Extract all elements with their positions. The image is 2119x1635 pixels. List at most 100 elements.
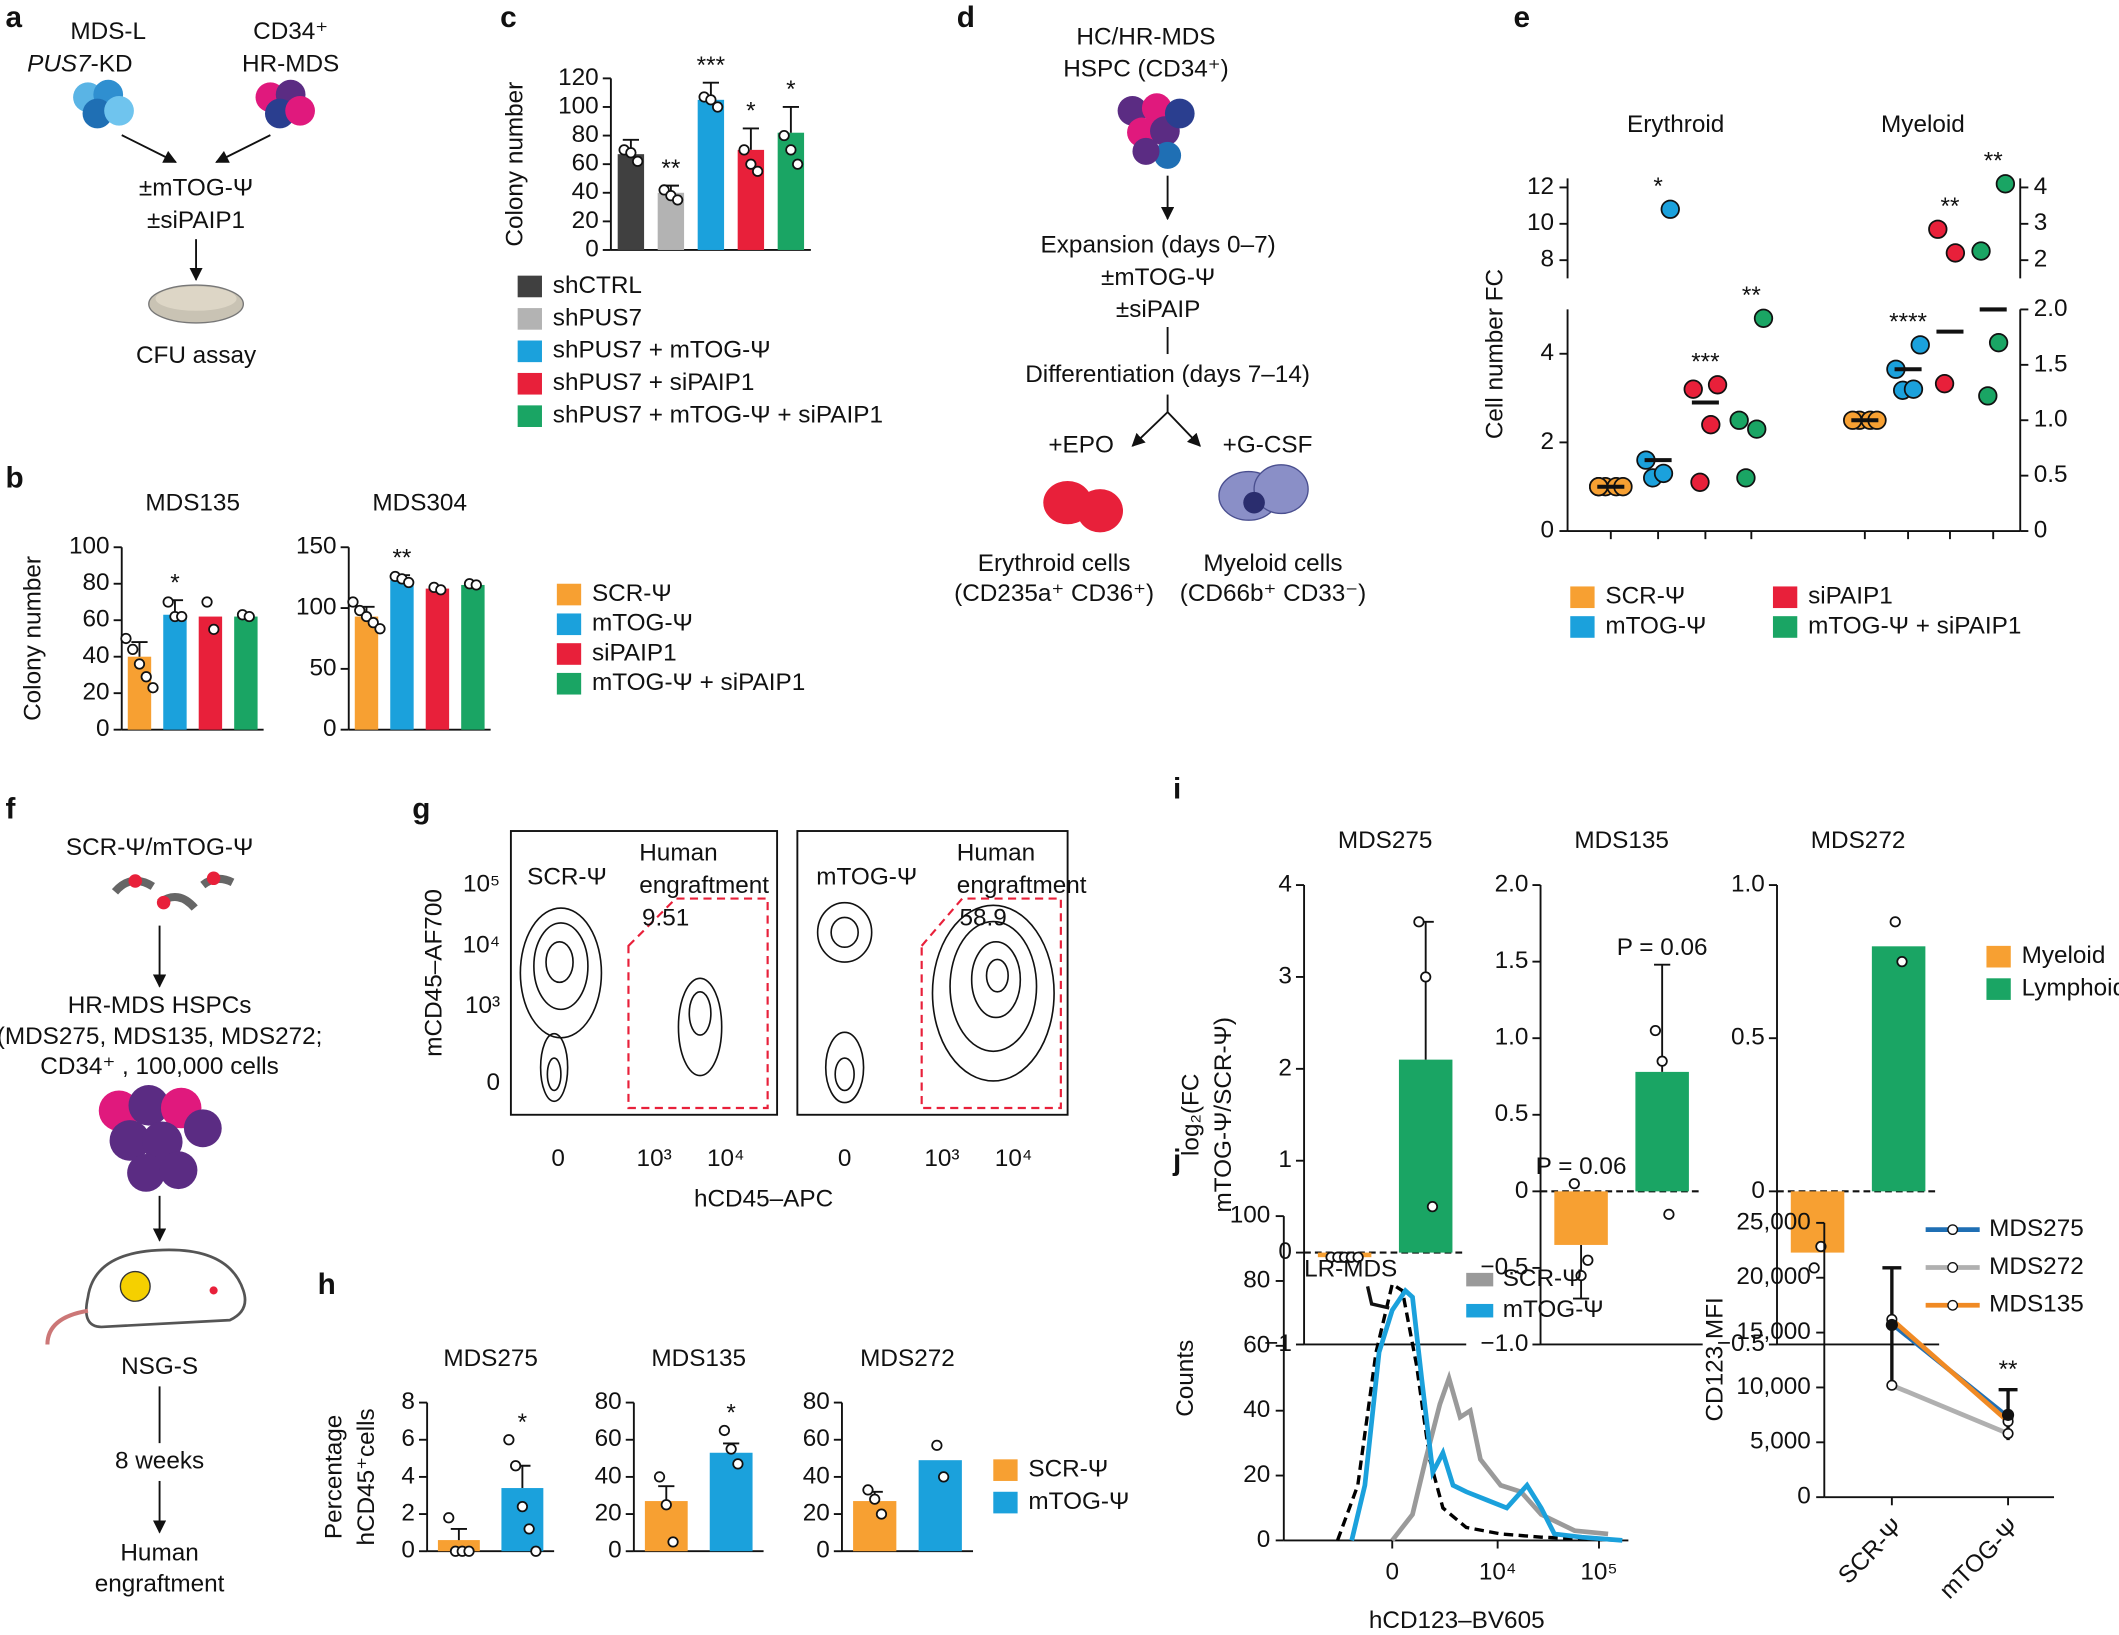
legend-label: SCR-Ψ [592,580,672,607]
data-point [1582,1254,1594,1266]
gate-label: engraftment [957,872,1087,899]
data-point [403,576,415,589]
data-point [367,617,379,629]
data-point [201,596,213,608]
chart-title: MDS272 [1811,827,1906,854]
annotation: P = 0.06 [1536,1153,1627,1180]
x-tick-label: SCR-Ψ [1833,1514,1908,1589]
data-point [1690,472,1710,492]
label: -KD [91,50,133,77]
y-tick-label: 40 [803,1462,830,1489]
y-tick-label: 12 [1527,173,1554,200]
y-tick-label: 6 [401,1425,415,1452]
annotation: *** [1691,349,1720,376]
legend-label: SCR-Ψ [1028,1456,1108,1483]
legend-label: siPAIP1 [592,639,677,666]
bar [1398,1059,1453,1253]
data-point [792,158,804,170]
y-tick-label: −1 [1264,1330,1292,1357]
y-tick-label: 60 [1243,1331,1270,1358]
y-tick-label: 40 [572,178,599,205]
y-axis-label: Counts [1172,1340,1199,1417]
y-axis-label: CD123 MFI [1702,1297,1729,1421]
annotation: ** [1999,1356,2018,1383]
label: Human [120,1539,198,1566]
annotation: ** [1984,148,2003,175]
y-tick-label: 40 [595,1462,622,1489]
y-tick-label: 1.0 [1731,870,1765,897]
tick-label: 10³ [465,992,500,1019]
legend-label: mTOG-Ψ [592,610,693,637]
data-point [625,147,637,159]
series-line [1890,1383,2009,1436]
data-point [1971,241,1991,261]
annotation: * [746,98,756,125]
data-point [1747,419,1767,439]
gate-percent: 58.9 [960,904,1007,931]
legend-label: shPUS7 + siPAIP1 [553,369,755,396]
data-point [1413,916,1425,928]
tick-label: 10⁴ [463,931,501,958]
bar [354,616,379,730]
annotation: ** [1742,282,1761,309]
error-bar [782,106,799,133]
group-label: Erythroid [1627,111,1724,138]
cells-icon [73,79,315,129]
data-point [347,596,359,608]
data-point [516,1501,528,1513]
label: MDS-L [70,18,146,45]
label: (MDS275, MDS135, MDS272; [0,1023,322,1050]
data-point [1656,1055,1668,1067]
data-point [530,1545,542,1557]
bar [390,580,414,730]
mouse-icon [45,1248,247,1345]
y-axis-label: log₂(FC [1177,1074,1204,1156]
data-point [1928,219,1948,239]
chart-title: MDS304 [372,489,467,516]
data-point [1352,1251,1364,1263]
legend-label: SCR-Ψ [1605,583,1685,610]
bar [461,584,485,730]
label: PUS7 [27,50,92,77]
error-bar [742,127,759,150]
data-point [725,1443,737,1455]
gate [627,897,769,1110]
legend-swatch [556,643,582,665]
y-tick-label: 0 [401,1537,415,1564]
y-axis-label: Colony number [502,82,529,247]
legend-swatch [1466,1303,1494,1318]
label: (CD235a⁺ CD36⁺) [954,580,1154,607]
data-point [1707,375,1728,395]
panel-label: c [500,1,517,34]
data-point [360,610,373,623]
data-point [147,682,159,694]
legend-swatch [517,340,542,363]
data-point [120,632,132,645]
arrow [1166,411,1201,447]
tick-label: 10⁵ [463,870,500,897]
y-tick-label: 8 [401,1388,415,1415]
label: Myeloid cells [1203,550,1342,577]
bar [501,1488,544,1552]
contours [519,901,1055,1104]
y-tick-label: 20 [595,1499,622,1526]
y-tick-label: 1.5 [1495,947,1529,974]
legend-label: MDS135 [1989,1291,2084,1318]
x-tick-label: 10⁴ [1479,1558,1517,1585]
legend-label: mTOG-Ψ + siPAIP1 [592,669,805,696]
annotation: * [170,569,180,596]
data-point [208,623,220,635]
y-tick-label: 0 [1541,516,1555,543]
tick-label: 0 [551,1145,565,1172]
data-point [1978,386,1998,406]
x-tick-label: 10⁵ [1580,1558,1617,1585]
panel-g: SCR-Ψ Human engraftment 9.51 mTOG-Ψ Huma… [421,830,1087,1212]
data-point [1945,243,1966,263]
legend-marker [1947,1224,1959,1236]
y-tick-label: 8 [1541,246,1555,273]
data-point [1683,379,1703,399]
y-tick-label: 1.0 [1495,1024,1529,1051]
plot-name: SCR-Ψ [527,864,607,891]
cells-icon [98,1085,222,1192]
error-bar [1417,920,1434,1060]
